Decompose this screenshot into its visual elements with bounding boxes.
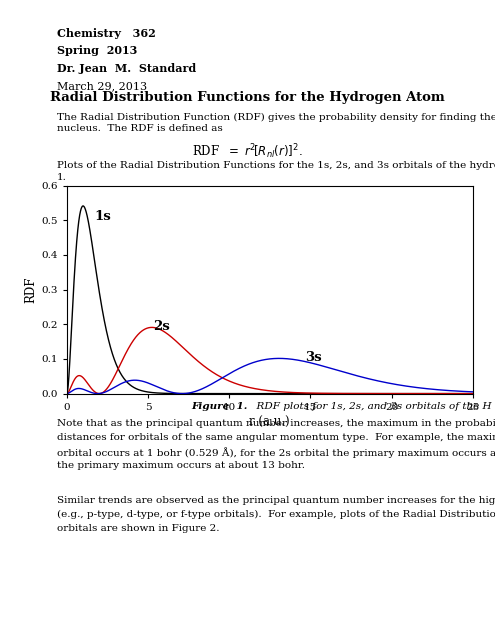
Text: distances for orbitals of the same angular momentum type.  For example, the maxi: distances for orbitals of the same angul… [57,433,495,442]
Text: 1.: 1. [57,173,67,182]
Text: orbitals are shown in Figure 2.: orbitals are shown in Figure 2. [57,524,219,533]
Text: 2s: 2s [153,320,170,333]
Text: the primary maximum occurs at about 13 bohr.: the primary maximum occurs at about 13 b… [57,461,305,470]
X-axis label: r (a.u.): r (a.u.) [249,416,290,429]
Text: Dr. Jean  M.  Standard: Dr. Jean M. Standard [57,63,196,74]
Text: Figure  1.: Figure 1. [191,402,248,411]
Text: nucleus.  The RDF is defined as: nucleus. The RDF is defined as [57,124,223,133]
Text: Chemistry   362: Chemistry 362 [57,28,155,38]
Text: Similar trends are observed as the principal quantum number increases for the hi: Similar trends are observed as the princ… [57,496,495,505]
Text: March 29, 2013: March 29, 2013 [57,81,147,92]
Text: The Radial Distribution Function (RDF) gives the probability density for finding: The Radial Distribution Function (RDF) g… [57,113,495,122]
Text: Note that as the principal quantum number increases, the maximum in the probabil: Note that as the principal quantum numbe… [57,419,495,428]
Text: RDF  $= \ r^2\!\left[R_{nl}(r)\right]^2.$: RDF $= \ r^2\!\left[R_{nl}(r)\right]^2.$ [192,142,303,161]
Text: orbital occurs at 1 bohr (0.529 Å), for the 2s orbital the primary maximum occur: orbital occurs at 1 bohr (0.529 Å), for … [57,447,495,458]
Text: Figure  1.  RDF plots for 1s, 2s, and 3s orbitals of the H atom.: Figure 1. RDF plots for 1s, 2s, and 3s o… [0,639,1,640]
Y-axis label: RDF: RDF [24,276,37,303]
Text: 1s: 1s [95,211,111,223]
Text: RDF plots for 1s, 2s, and 3s orbitals of the H atom.: RDF plots for 1s, 2s, and 3s orbitals of… [250,402,495,411]
Text: Plots of the Radial Distribution Functions for the 1s, 2s, and 3s orbitals of th: Plots of the Radial Distribution Functio… [57,161,495,170]
Text: (e.g., p-type, d-type, or f-type orbitals).  For example, plots of the Radial Di: (e.g., p-type, d-type, or f-type orbital… [57,510,495,519]
Text: Radial Distribution Functions for the Hydrogen Atom: Radial Distribution Functions for the Hy… [50,91,445,104]
Text: 3s: 3s [305,351,322,364]
Text: Spring  2013: Spring 2013 [57,45,137,56]
